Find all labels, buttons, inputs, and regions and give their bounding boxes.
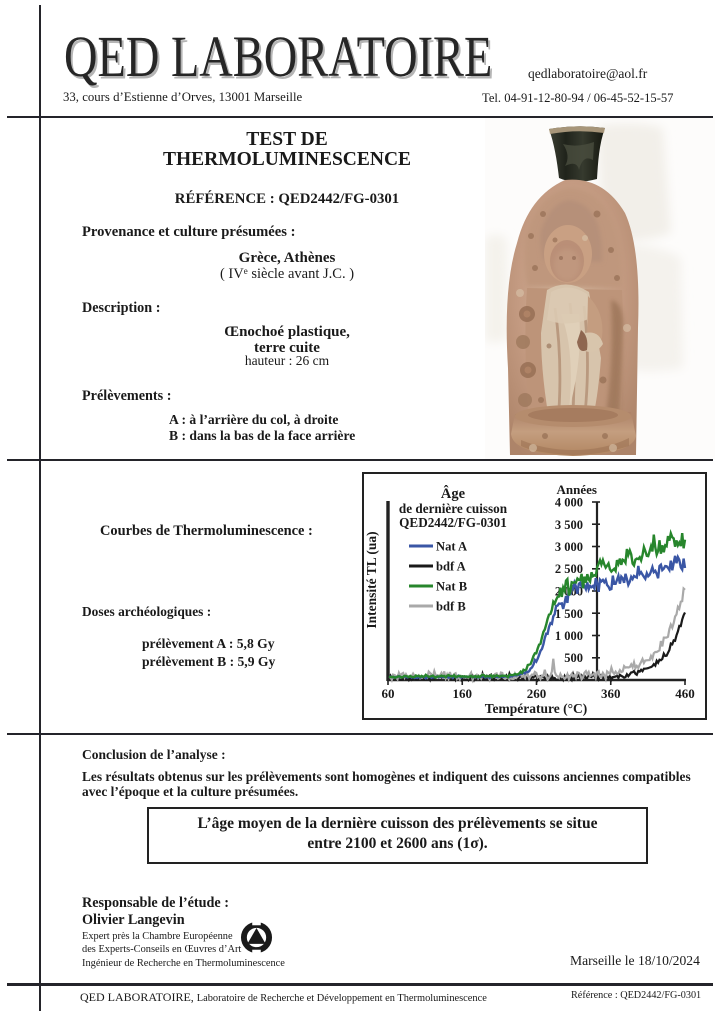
svg-text:160: 160 bbox=[453, 686, 473, 701]
svg-text:60: 60 bbox=[382, 686, 395, 701]
svg-text:de dernière cuisson: de dernière cuisson bbox=[399, 501, 508, 516]
svg-text:Température (°C): Température (°C) bbox=[485, 701, 588, 716]
svg-text:bdf A: bdf A bbox=[436, 560, 466, 574]
svg-text:460: 460 bbox=[675, 686, 695, 701]
svg-text:Intensité TL (ua): Intensité TL (ua) bbox=[364, 531, 379, 628]
svg-text:360: 360 bbox=[601, 686, 621, 701]
svg-text:3 000: 3 000 bbox=[555, 540, 583, 554]
svg-text:2 500: 2 500 bbox=[555, 562, 583, 576]
svg-text:Nat B: Nat B bbox=[436, 580, 468, 594]
svg-text:4 000: 4 000 bbox=[555, 496, 583, 510]
svg-text:500: 500 bbox=[564, 651, 583, 665]
svg-text:1 500: 1 500 bbox=[555, 607, 583, 621]
svg-text:bdf B: bdf B bbox=[436, 600, 466, 614]
svg-text:Âge: Âge bbox=[441, 485, 466, 502]
svg-text:1 000: 1 000 bbox=[555, 629, 583, 643]
svg-text:Nat A: Nat A bbox=[436, 540, 467, 554]
svg-text:3 500: 3 500 bbox=[555, 518, 583, 532]
svg-text:260: 260 bbox=[527, 686, 547, 701]
svg-text:QED2442/FG-0301: QED2442/FG-0301 bbox=[399, 515, 507, 530]
svg-text:Années: Années bbox=[557, 482, 597, 497]
